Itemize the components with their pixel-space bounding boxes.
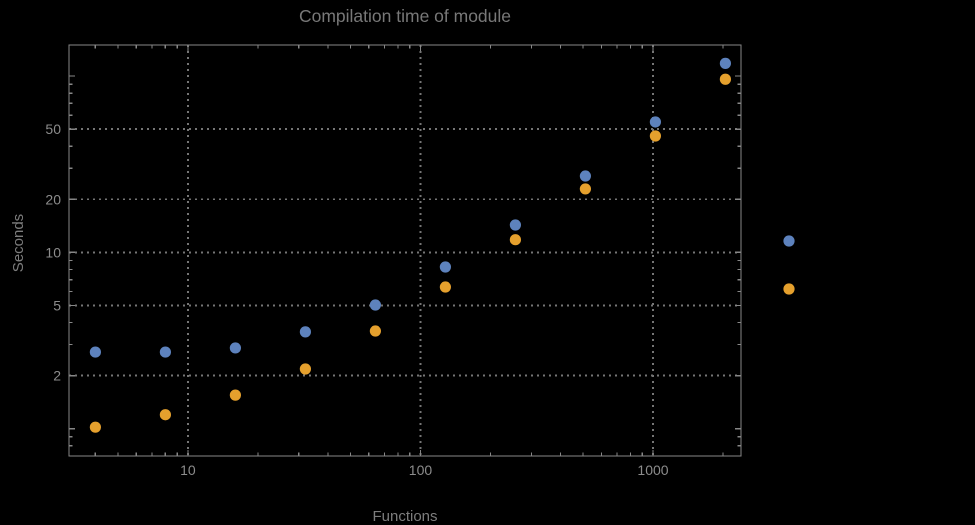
x-tick-label: 1000 bbox=[637, 462, 668, 478]
frame-layer bbox=[68, 44, 742, 457]
data-point-orange bbox=[719, 73, 732, 85]
y-tick-label: 20 bbox=[45, 191, 61, 207]
data-point-blue bbox=[89, 346, 101, 358]
data-point-orange bbox=[369, 325, 381, 337]
data-point-blue bbox=[229, 342, 241, 354]
x-tick-label: 10 bbox=[180, 462, 196, 478]
tick-label-layer: 10 100 1000 2 5 10 20 50 bbox=[45, 121, 668, 478]
x-axis-label: Functions bbox=[372, 508, 437, 525]
data-point-blue bbox=[369, 299, 381, 311]
y-tick-label: 10 bbox=[45, 244, 61, 260]
data-point-blue bbox=[299, 326, 311, 338]
data-point-orange bbox=[89, 421, 101, 433]
data-point-orange bbox=[299, 363, 311, 375]
plot-frame bbox=[68, 44, 742, 457]
data-point-blue bbox=[579, 170, 592, 182]
x-tick-label: 100 bbox=[409, 462, 433, 478]
tick-layer bbox=[69, 45, 741, 456]
data-point-blue bbox=[649, 116, 662, 128]
grid-layer bbox=[69, 45, 741, 456]
data-point-layer bbox=[89, 57, 732, 433]
data-point-blue bbox=[719, 57, 732, 69]
legend-marker-orange bbox=[783, 283, 795, 295]
legend-marker-blue bbox=[783, 235, 795, 247]
data-point-orange bbox=[649, 130, 662, 142]
data-point-orange bbox=[159, 409, 171, 421]
legend bbox=[783, 235, 795, 295]
y-axis-label: Seconds bbox=[10, 214, 27, 272]
y-tick-label: 5 bbox=[53, 297, 61, 313]
data-point-blue bbox=[159, 346, 171, 358]
data-point-orange bbox=[439, 281, 452, 293]
chart-title: Compilation time of module bbox=[299, 6, 511, 26]
data-point-orange bbox=[229, 389, 241, 401]
data-point-orange bbox=[579, 183, 592, 195]
y-tick-label: 50 bbox=[45, 121, 61, 137]
data-point-orange bbox=[509, 234, 522, 246]
data-point-blue bbox=[509, 219, 522, 231]
y-tick-label: 2 bbox=[53, 368, 61, 384]
data-point-blue bbox=[439, 261, 452, 273]
